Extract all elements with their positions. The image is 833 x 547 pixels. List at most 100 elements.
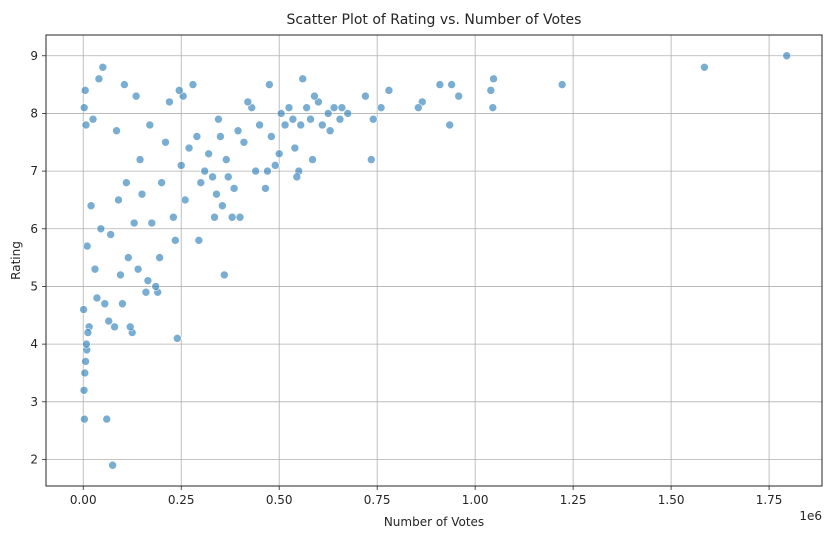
scatter-point	[435, 80, 445, 89]
y-tick-label: 4	[30, 337, 38, 351]
scatter-point	[143, 276, 153, 285]
scatter-point	[118, 299, 127, 309]
scatter-point	[368, 114, 378, 124]
scatter-point	[147, 218, 157, 228]
scatter-point	[782, 51, 792, 61]
scatter-point	[216, 132, 225, 141]
scatter-point	[288, 114, 298, 124]
scatter-point	[86, 201, 96, 211]
scatter-point	[90, 264, 100, 274]
x-tick-label: 1.25	[560, 493, 587, 507]
scatter-point	[329, 103, 339, 112]
scatter-point	[489, 74, 498, 84]
scatter-point	[116, 270, 125, 280]
scatter-point	[81, 357, 90, 366]
scatter-point	[488, 103, 498, 112]
scatter-point	[376, 103, 386, 112]
scatter-point	[343, 109, 353, 118]
scatter-point	[414, 103, 423, 112]
scatter-point	[131, 91, 141, 101]
scatter-point	[79, 385, 89, 395]
scatter-point	[125, 322, 135, 332]
scatter-point	[229, 184, 239, 193]
scatter-point	[188, 80, 198, 89]
scatter-point	[96, 224, 106, 234]
scatter-point	[302, 103, 311, 112]
scatter-point	[200, 166, 210, 176]
x-tick-label: 0.25	[168, 493, 195, 507]
scatter-point	[361, 91, 370, 101]
y-tick-label: 3	[30, 395, 38, 409]
scatter-point	[98, 62, 108, 72]
y-tick-label: 9	[30, 49, 38, 63]
scatter-point	[263, 166, 272, 176]
x-axis-offset-text: 1e6	[799, 509, 822, 523]
scatter-point	[265, 80, 274, 89]
scatter-point	[176, 161, 186, 170]
scatter-point	[208, 172, 217, 182]
chart-title: Scatter Plot of Rating vs. Number of Vot…	[287, 12, 582, 28]
scatter-point	[137, 189, 147, 199]
scatter-point	[700, 62, 709, 72]
scatter-point	[196, 178, 206, 187]
scatter-point	[445, 120, 454, 130]
scatter-point	[251, 166, 260, 176]
x-tick-label: 1.00	[462, 493, 489, 507]
axes-frame	[45, 34, 823, 487]
x-tick-label: 0.50	[266, 493, 293, 507]
y-tick-label: 7	[30, 164, 38, 178]
y-tick-label: 5	[30, 279, 38, 293]
scatter-point	[486, 86, 496, 95]
scatter-point	[88, 114, 98, 124]
scatter-point	[169, 212, 178, 222]
scatter-point	[239, 137, 249, 147]
scatter-point	[557, 80, 567, 89]
scatter-point	[165, 97, 174, 107]
scatter-point	[227, 212, 237, 222]
scatter-point	[325, 126, 335, 136]
scatter-point	[122, 178, 131, 187]
scatter-point	[124, 253, 133, 262]
scatter-point	[180, 195, 190, 205]
scatter-point	[151, 282, 161, 291]
scatter-point	[204, 149, 213, 159]
scatter-point	[310, 91, 319, 101]
scatter-point	[220, 270, 229, 280]
axis-ticks: 0.00 0.25 0.50 0.75 1.00 1.25 1.50 1.75 2 3 4 5 6 7 8 9	[30, 49, 782, 507]
scatter-point	[233, 126, 243, 136]
scatter-point	[112, 126, 121, 136]
scatter-point	[79, 103, 89, 112]
scatter-point	[83, 328, 93, 337]
y-tick-label: 8	[30, 106, 38, 120]
scatter-point	[212, 189, 221, 199]
scatter-point	[323, 109, 333, 118]
scatter-point	[110, 322, 119, 332]
scatter-point	[172, 334, 182, 343]
scatter-point	[267, 132, 276, 141]
scatter-point	[120, 80, 129, 89]
y-tick-label: 6	[30, 222, 38, 236]
scatter-point	[141, 287, 151, 297]
scatter-point	[108, 460, 117, 470]
scatter-point	[276, 109, 286, 118]
scatter-point	[145, 120, 155, 130]
scatter-point	[100, 299, 110, 309]
scatter-point	[223, 172, 233, 182]
scatter-point	[454, 91, 463, 101]
scatter-point	[80, 368, 90, 378]
scatter-point	[274, 149, 284, 159]
scatter-point	[104, 316, 114, 326]
scatter-point	[296, 120, 306, 130]
scatter-point	[337, 103, 347, 112]
scatter-point	[221, 155, 231, 164]
scatter-point	[129, 218, 139, 228]
scatter-point	[92, 293, 102, 303]
scatter-point	[81, 120, 91, 130]
scatter-point	[79, 305, 88, 314]
x-axis-label: Number of Votes	[384, 515, 484, 529]
scatter-point	[298, 74, 308, 84]
scatter-point	[194, 236, 204, 245]
scatter-point	[280, 120, 290, 130]
scatter-point	[235, 212, 245, 222]
scatter-point	[255, 120, 264, 130]
